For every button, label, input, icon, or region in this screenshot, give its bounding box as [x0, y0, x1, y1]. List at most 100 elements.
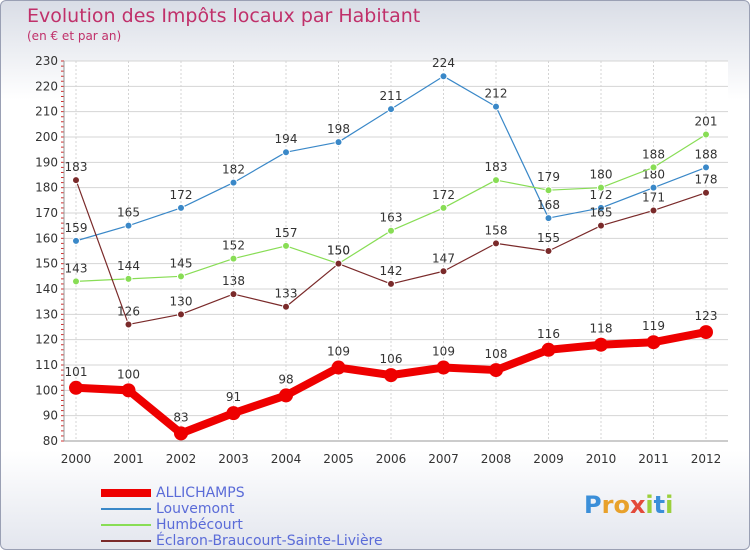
data-label: 188 [695, 147, 718, 161]
data-label: 211 [380, 89, 403, 103]
y-tick-label: 160 [35, 231, 58, 245]
data-point [334, 138, 343, 147]
data-label: 109 [432, 345, 455, 359]
data-point [699, 325, 713, 340]
data-point [229, 290, 238, 299]
data-label: 158 [485, 223, 508, 237]
data-label: 183 [65, 160, 88, 174]
data-label: 100 [117, 367, 140, 381]
data-point [594, 337, 608, 352]
data-label: 142 [380, 264, 403, 278]
chart-title: Evolution des Impôts locaux par Habitant [27, 5, 421, 27]
x-tick-label: 2010 [586, 452, 617, 466]
data-label: 118 [590, 322, 613, 336]
data-point [69, 380, 83, 395]
data-point [597, 221, 605, 230]
chart-subtitle: (en € et par an) [27, 29, 122, 43]
data-point [384, 368, 398, 383]
data-label: 106 [380, 352, 403, 366]
data-point [387, 226, 395, 235]
data-point [492, 239, 500, 248]
y-tick-label: 170 [35, 206, 58, 220]
data-label: 159 [65, 221, 88, 235]
legend-item: ALLICHAMPS [101, 485, 383, 501]
logo-letter: i [645, 491, 654, 519]
data-label: 178 [695, 173, 718, 187]
data-point [597, 203, 605, 212]
data-label: 108 [485, 347, 508, 361]
data-point [72, 236, 80, 245]
data-label: 150 [327, 244, 350, 258]
data-point [597, 183, 605, 192]
data-label: 130 [170, 294, 193, 308]
data-label: 144 [117, 259, 140, 273]
data-point [177, 203, 185, 212]
data-point [492, 176, 500, 185]
legend-swatch [101, 489, 151, 497]
data-label: 172 [432, 188, 455, 202]
data-label: 126 [117, 304, 140, 318]
data-point [436, 360, 451, 375]
data-label: 180 [642, 168, 665, 182]
y-tick-label: 100 [35, 383, 58, 397]
data-point [124, 320, 133, 329]
data-label: 165 [117, 206, 140, 220]
chart-legend: ALLICHAMPS Louvemont Humbécourt Éclaron-Bra… [101, 485, 383, 549]
logo-letter: P [584, 491, 602, 519]
data-label: 180 [590, 168, 613, 182]
data-point [229, 178, 238, 187]
data-label: 119 [642, 319, 665, 333]
data-point [646, 335, 661, 350]
data-point [124, 221, 133, 230]
x-tick-label: 2007 [428, 452, 459, 466]
data-label: 143 [65, 261, 88, 275]
data-point [702, 163, 710, 172]
data-label: 98 [278, 372, 293, 386]
data-label: 172 [590, 188, 613, 202]
legend-label: ALLICHAMPS [156, 485, 245, 501]
data-point [229, 254, 238, 263]
y-tick-label: 110 [35, 358, 58, 372]
data-point [279, 388, 293, 403]
logo-letter: r [601, 491, 614, 519]
y-tick-label: 210 [35, 105, 58, 119]
data-point [282, 241, 290, 250]
logo-letter: t [653, 491, 666, 519]
legend-swatch [101, 508, 151, 510]
data-point [544, 214, 553, 223]
x-tick-label: 2004 [271, 452, 302, 466]
data-point [649, 163, 658, 172]
data-label: 168 [537, 198, 560, 212]
y-tick-label: 140 [35, 282, 58, 296]
y-tick-label: 90 [43, 409, 58, 423]
y-tick-label: 150 [35, 257, 58, 271]
x-tick-label: 2000 [61, 452, 92, 466]
data-point [72, 176, 80, 185]
plot-area [64, 61, 728, 441]
data-point [282, 302, 290, 311]
data-point [177, 272, 185, 281]
legend-swatch [101, 524, 151, 526]
x-tick-label: 2008 [481, 452, 512, 466]
data-point [439, 72, 448, 81]
data-point [174, 426, 188, 441]
data-label: 183 [485, 160, 508, 174]
data-label: 116 [537, 327, 560, 341]
x-tick-label: 2001 [113, 452, 144, 466]
data-point [702, 130, 710, 139]
data-label: 133 [275, 287, 298, 301]
data-label: 109 [327, 345, 350, 359]
x-tick-label: 2002 [166, 452, 197, 466]
proxiti-logo: Proxiti [584, 491, 673, 519]
data-label: 123 [695, 309, 718, 323]
x-tick-label: 2011 [638, 452, 669, 466]
y-tick-label: 80 [43, 434, 58, 448]
data-point [226, 406, 241, 421]
data-label: 194 [275, 132, 298, 146]
data-point [439, 267, 448, 276]
data-point [387, 279, 395, 288]
y-tick-label: 200 [35, 130, 58, 144]
data-label: 157 [275, 226, 298, 240]
data-point [282, 148, 290, 157]
